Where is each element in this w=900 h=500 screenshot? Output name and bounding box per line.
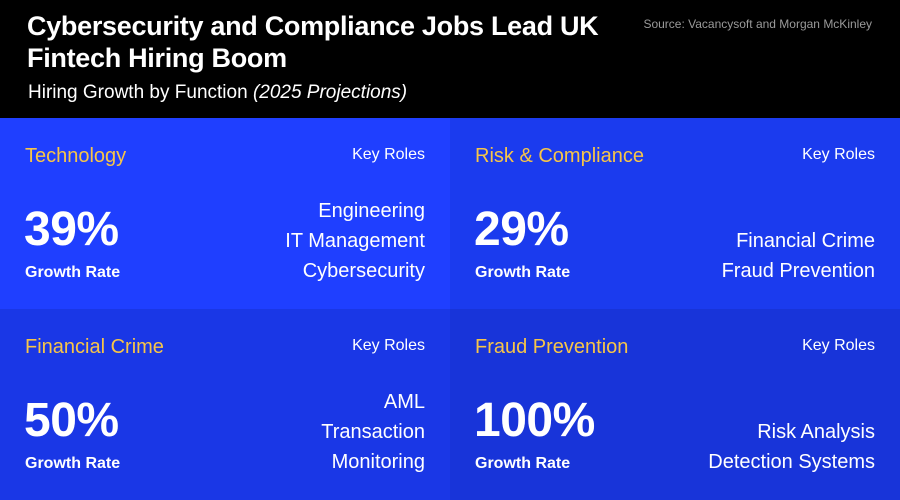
key-roles-heading: Key Roles — [352, 146, 425, 163]
key-roles-heading: Key Roles — [352, 337, 425, 354]
key-roles-heading: Key Roles — [802, 337, 875, 354]
function-label: Technology — [25, 145, 127, 167]
growth-rate-label: Growth Rate — [475, 264, 571, 281]
growth-rate-label: Growth Rate — [475, 455, 571, 472]
key-role-item: IT Management — [285, 230, 425, 252]
subtitle-note: (2025 Projections) — [252, 82, 408, 103]
growth-rate-value: 39% — [24, 203, 119, 256]
function-grid: Technology Key Roles 39% Growth Rate Enginee… — [0, 118, 900, 500]
function-card-fraud-prevention: Fraud Prevention Key Roles 100% Growth Rate… — [450, 309, 900, 500]
key-role-item: Detection Systems — [708, 451, 875, 473]
key-role-item: AML — [383, 391, 425, 413]
key-role-item: Financial Crime — [736, 230, 875, 252]
key-role-item: Engineering — [318, 200, 425, 222]
function-label: Fraud Prevention — [475, 336, 629, 358]
function-card-financial-crime: Financial Crime Key Roles 50% Growth Rate AM… — [0, 309, 450, 500]
key-roles-heading: Key Roles — [802, 146, 875, 163]
key-role-item: Monitoring — [331, 451, 425, 473]
source-note: Source: Vacancysoft and Morgan McKinley — [643, 17, 872, 31]
key-roles-list: Engineering IT Management Cybersecurity — [285, 196, 425, 286]
function-card-technology: Technology Key Roles 39% Growth Rate Enginee… — [0, 118, 450, 309]
key-roles-list: Financial Crime Fraud Prevention — [722, 226, 875, 286]
growth-rate-value: 100% — [474, 394, 595, 447]
key-roles-list: AML Transaction Monitoring — [321, 387, 425, 477]
page-title: Cybersecurity and Compliance Jobs Lead U… — [27, 11, 599, 73]
key-role-item: Cybersecurity — [302, 260, 425, 282]
key-roles-list: Risk Analysis Detection Systems — [708, 417, 875, 477]
header: Cybersecurity and Compliance Jobs Lead U… — [0, 0, 900, 118]
function-label: Financial Crime — [25, 336, 164, 358]
function-card-risk-and-compliance: Risk & Compliance Key Roles 29% Growth Rate… — [450, 118, 900, 309]
growth-rate-value: 50% — [24, 394, 119, 447]
growth-rate-label: Growth Rate — [25, 264, 121, 281]
growth-rate-value: 29% — [474, 203, 569, 256]
subtitle-text: Hiring Growth by Function — [28, 82, 248, 103]
page-subtitle: Hiring Growth by Function (2025 Projecti… — [28, 81, 407, 105]
growth-rate-label: Growth Rate — [25, 455, 121, 472]
key-role-item: Transaction — [321, 421, 425, 443]
key-role-item: Fraud Prevention — [721, 260, 875, 282]
key-role-item: Risk Analysis — [757, 421, 875, 443]
function-label: Risk & Compliance — [475, 145, 644, 167]
